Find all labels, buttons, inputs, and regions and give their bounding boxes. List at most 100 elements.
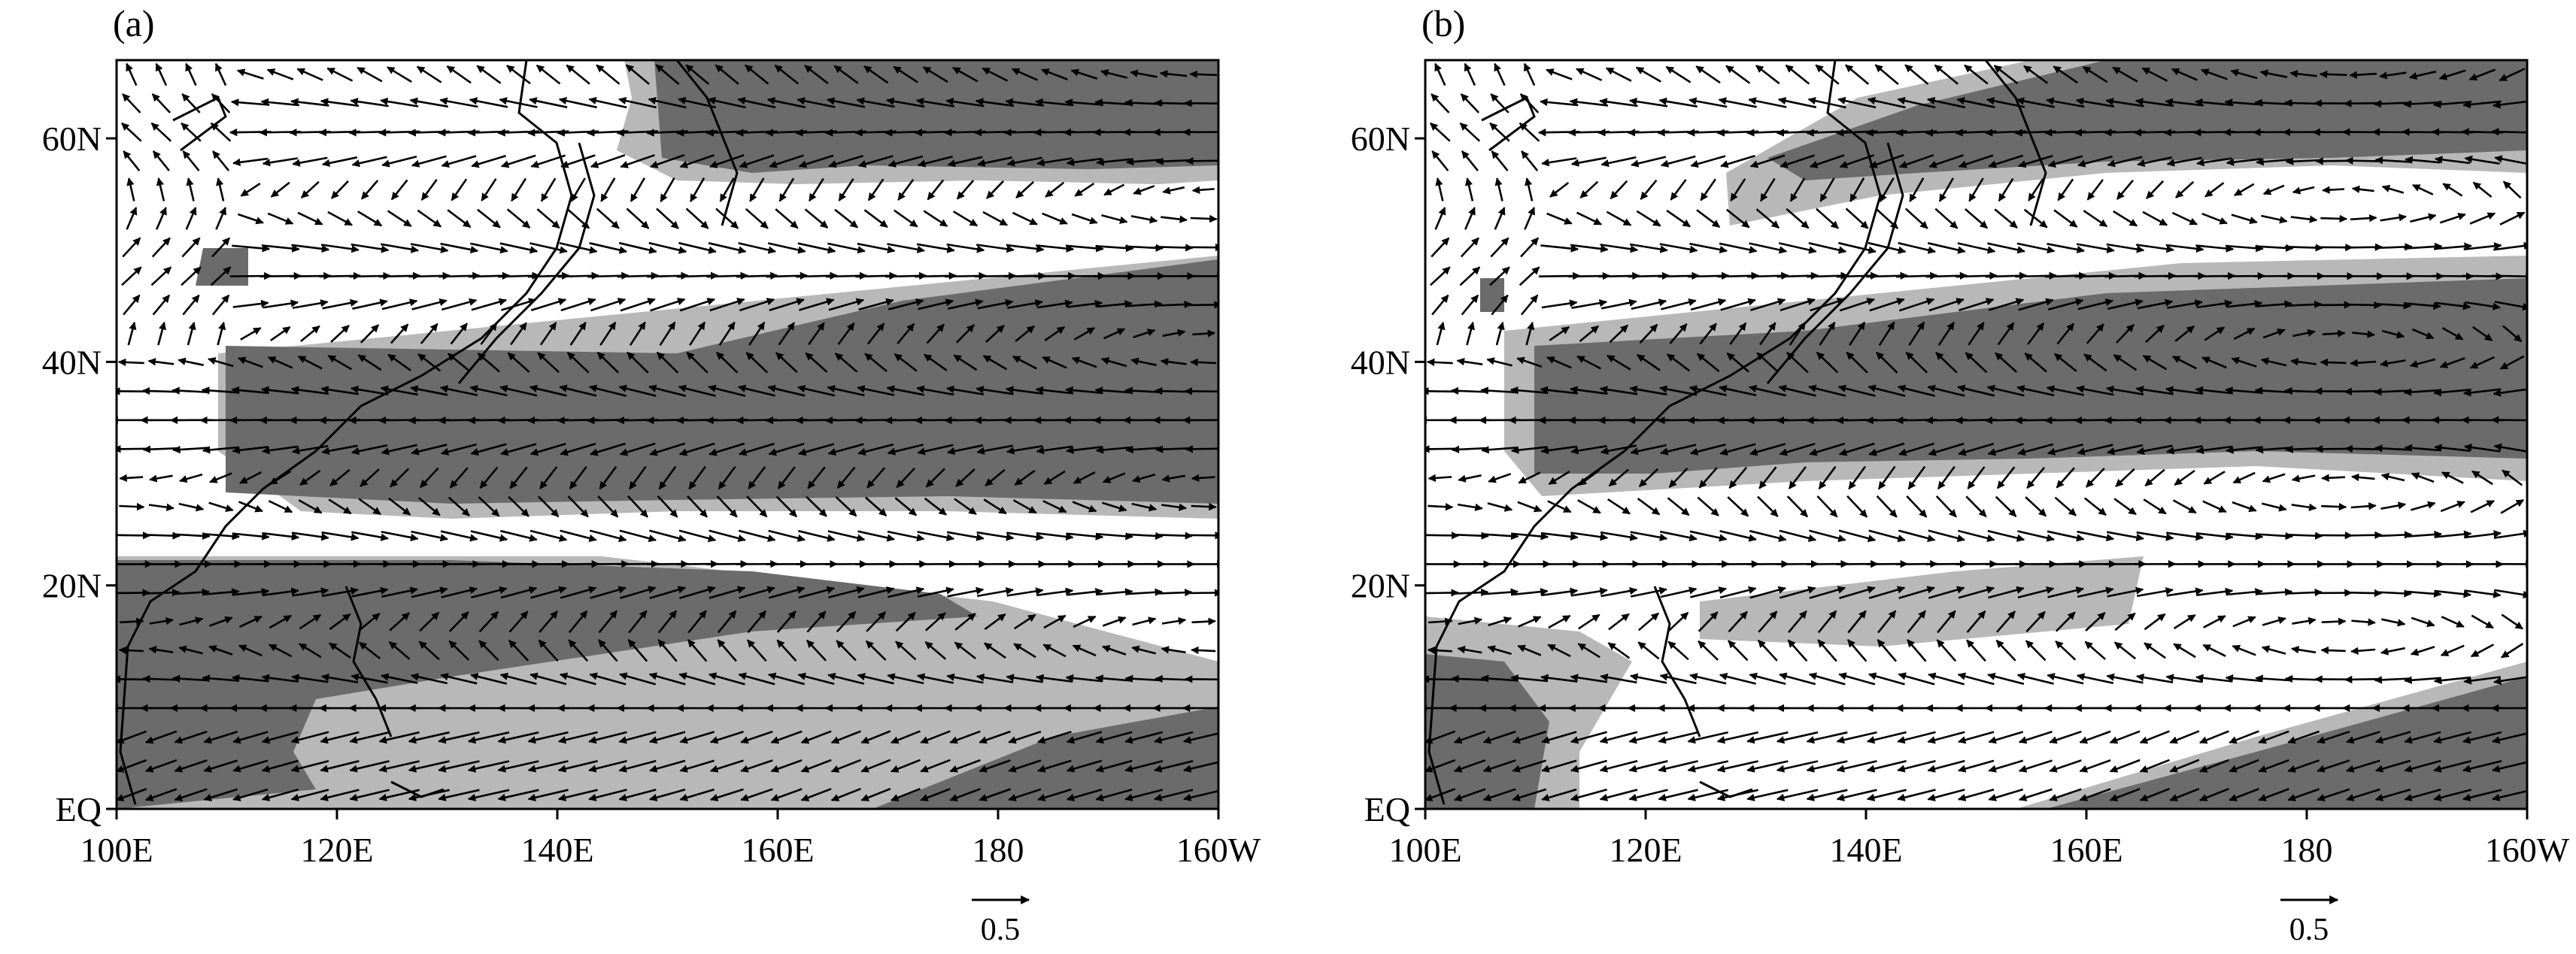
wind-vector (865, 640, 887, 661)
wind-vector (650, 153, 685, 168)
wind-vector (1904, 64, 1929, 85)
x-tick-label: 160W (2485, 831, 2570, 869)
wind-vector (408, 760, 450, 773)
wind-vector (509, 466, 528, 489)
wind-vector (1637, 498, 1661, 516)
wind-vector (381, 156, 417, 168)
wind-vector (185, 207, 197, 230)
wind-vector (270, 181, 290, 198)
wind-vector (708, 242, 747, 254)
wind-vector (953, 210, 979, 227)
wind-vector (897, 179, 915, 201)
wind-vector (709, 298, 745, 312)
wind-vector (708, 384, 746, 397)
wind-vector (1935, 495, 1957, 518)
wind-vector (1044, 326, 1066, 341)
wind-vector (745, 207, 769, 229)
wind-vector (746, 495, 768, 518)
wind-vector (2055, 640, 2077, 661)
wind-vector (1103, 328, 1126, 340)
wind-vector (895, 611, 916, 632)
wind-vector (954, 641, 976, 660)
wind-vector (1155, 157, 1191, 165)
wind-vector (232, 244, 271, 253)
wind-vector (1988, 788, 2024, 801)
wind-vector (778, 322, 796, 346)
wind-vector (1012, 355, 1037, 370)
wind-vector (360, 180, 379, 200)
wind-vector (290, 759, 329, 773)
wind-vector (836, 466, 856, 489)
wind-vector (1690, 298, 1727, 311)
wind-vector (627, 639, 648, 662)
wind-vector (708, 586, 746, 599)
wind-vector (2144, 468, 2165, 487)
wind-vector (1185, 445, 1218, 453)
wind-vector (539, 466, 558, 489)
wind-vector (2199, 730, 2229, 744)
wind-vector (857, 385, 895, 396)
wind-vector (925, 468, 945, 488)
wind-vector (767, 242, 806, 254)
wind-vector (529, 672, 567, 686)
wind-vector (648, 96, 687, 109)
wind-vector (864, 353, 887, 373)
wind-vector (152, 294, 171, 316)
wind-vector (1494, 207, 1506, 230)
wind-vector (232, 157, 269, 167)
wind-vector (650, 298, 686, 312)
wind-vector (1014, 469, 1036, 486)
wind-vector (886, 97, 925, 108)
wind-vector (321, 156, 358, 167)
wind-vector (1636, 210, 1661, 227)
wind-vector (707, 96, 746, 109)
wind-vector (2410, 213, 2437, 223)
wind-vector (1640, 179, 1658, 200)
wind-vector (1541, 299, 1578, 309)
wind-vector (806, 610, 827, 633)
wind-vector (2049, 759, 2082, 773)
wind-vector (359, 613, 381, 631)
wind-vector (470, 530, 508, 542)
wind-vector (770, 759, 803, 773)
wind-vector (2113, 210, 2138, 227)
wind-vector (185, 62, 197, 86)
wind-vector (1431, 93, 1450, 114)
wind-vector (507, 352, 530, 373)
wind-vector (261, 731, 299, 744)
wind-vector (352, 298, 388, 310)
wind-vector (1988, 759, 2024, 773)
wind-vector (2232, 616, 2256, 628)
wind-vector (2144, 642, 2166, 659)
wind-vector (350, 243, 390, 253)
wind-vector (1541, 157, 1577, 167)
wind-vector (648, 731, 686, 744)
wind-vector (410, 243, 449, 253)
wind-vector (837, 322, 855, 345)
wind-vector (143, 588, 181, 597)
wind-vector (1838, 529, 1877, 543)
wind-vector (1631, 156, 1667, 168)
wind-vector (358, 498, 381, 516)
wind-vector (1549, 181, 1570, 198)
wind-vector (2175, 180, 2195, 198)
wind-vector (1660, 155, 1696, 168)
wind-vector (658, 465, 677, 490)
wind-vector (210, 122, 232, 142)
wind-vector (1487, 502, 1513, 512)
wind-vector (508, 639, 529, 662)
wind-vector (598, 639, 618, 662)
wind-vector (599, 321, 617, 346)
wind-vector (211, 237, 231, 258)
wind-vector (1154, 731, 1194, 744)
wind-vector (588, 96, 627, 109)
wind-vector (329, 613, 351, 631)
wind-vector (2291, 474, 2316, 483)
wind-vector (1928, 672, 1965, 686)
wind-vector (1727, 496, 1749, 517)
wind-vector (739, 298, 775, 312)
wind-vector (203, 731, 238, 744)
wind-vector (298, 499, 323, 514)
wind-vector (1071, 213, 1098, 225)
